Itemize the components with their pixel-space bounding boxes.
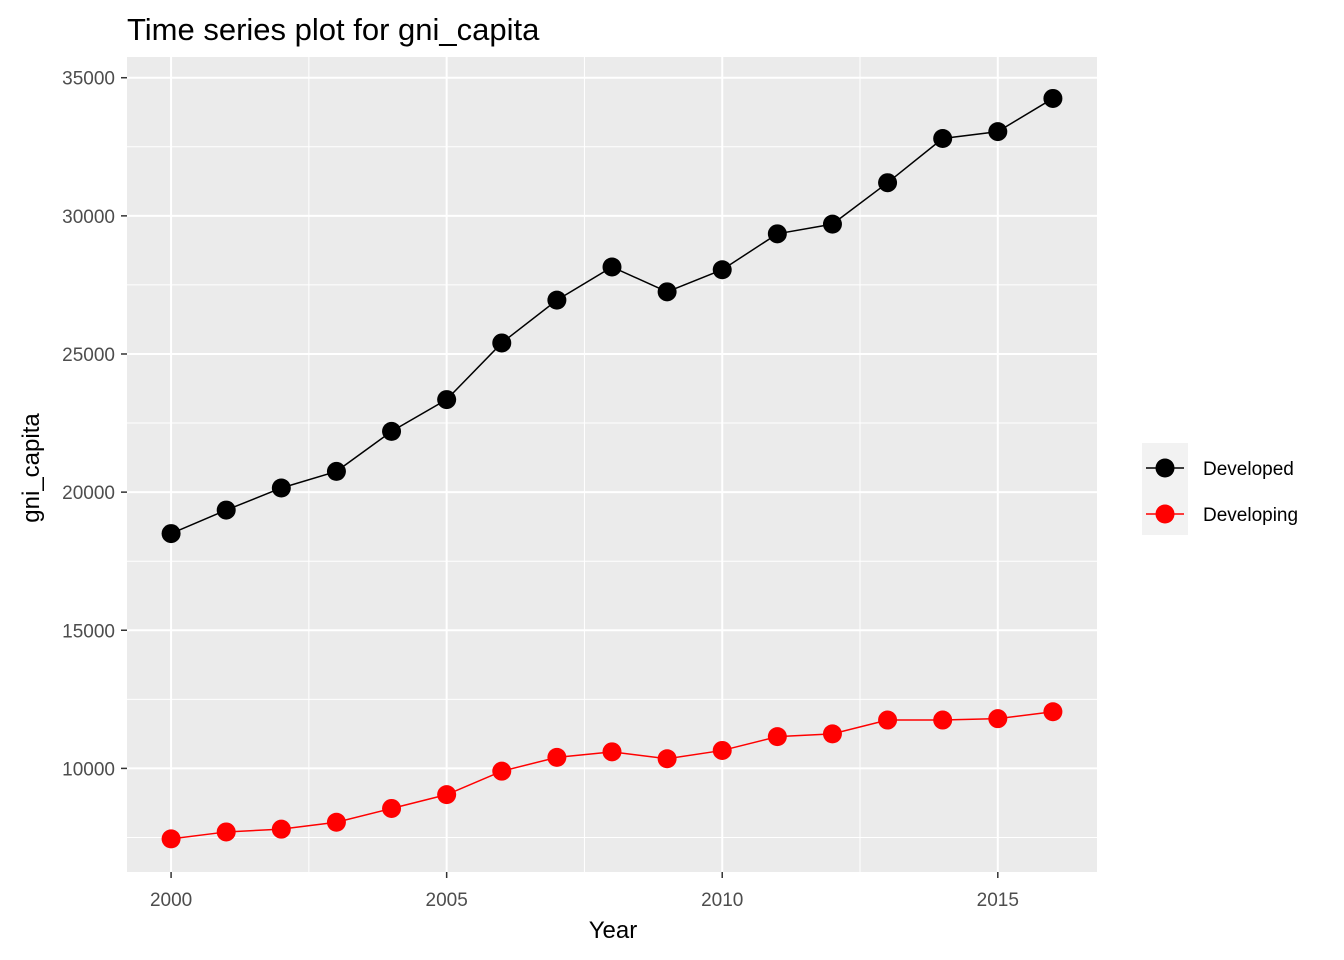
legend-key-point-developed [1155, 458, 1175, 478]
y-tick-label: 35000 [62, 69, 115, 90]
y-axis-ticks: 10000 15000 20000 25000 30000 35000 [62, 69, 127, 780]
data-point-developing [657, 749, 677, 769]
legend-label-developed: Developed [1203, 459, 1294, 480]
data-point-developing [492, 761, 512, 781]
data-point-developing [326, 812, 346, 832]
legend-key-point-developing [1155, 504, 1175, 524]
data-point-developing [988, 709, 1008, 729]
data-point-developing [1043, 702, 1063, 722]
x-tick-label: 2005 [426, 890, 468, 911]
data-point-developed [271, 478, 291, 498]
legend-label-developing: Developing [1203, 505, 1298, 526]
data-point-developing [822, 724, 842, 744]
y-tick-label: 20000 [62, 483, 115, 504]
minor-gridlines [127, 57, 1097, 872]
data-point-developed [1043, 88, 1063, 108]
data-point-developing [437, 785, 457, 805]
data-point-developed [767, 224, 787, 244]
data-point-developed [933, 129, 953, 148]
data-point-developing [271, 819, 291, 839]
data-point-developing [602, 742, 622, 762]
data-point-developing [933, 710, 953, 730]
series-layer [161, 88, 1063, 849]
data-point-developing [161, 829, 181, 849]
y-tick-label: 30000 [62, 207, 115, 228]
data-point-developed [602, 257, 622, 277]
data-point-developed [437, 390, 457, 410]
data-point-developing [878, 710, 898, 730]
data-point-developed [712, 260, 732, 280]
data-point-developed [216, 500, 236, 520]
data-point-developed [492, 333, 512, 353]
x-tick-label: 2010 [701, 890, 743, 911]
data-point-developed [326, 461, 346, 481]
data-point-developed [657, 282, 677, 302]
x-tick-label: 2015 [977, 890, 1019, 911]
data-point-developed [382, 421, 402, 441]
data-point-developed [161, 524, 181, 544]
y-tick-label: 15000 [62, 621, 115, 642]
data-point-developed [822, 214, 842, 234]
data-point-developing [712, 740, 732, 760]
x-axis-ticks: 2000 2005 2010 2015 [150, 872, 1019, 911]
x-tick-label: 2000 [150, 890, 192, 911]
chart-title: Time series plot for gni_capita [127, 12, 540, 47]
data-point-developed [878, 173, 898, 193]
plot-panel [127, 57, 1097, 872]
data-point-developing [382, 798, 402, 818]
x-axis-title: Year [589, 917, 638, 944]
data-point-developing [767, 727, 787, 747]
y-tick-label: 10000 [62, 759, 115, 780]
y-tick-label: 25000 [62, 345, 115, 366]
legend: Developed Developing [1142, 443, 1298, 535]
y-axis-title: gni_capita [18, 413, 45, 523]
data-point-developed [988, 122, 1008, 142]
data-point-developing [547, 747, 567, 767]
data-point-developed [547, 290, 567, 310]
data-point-developing [216, 822, 236, 842]
